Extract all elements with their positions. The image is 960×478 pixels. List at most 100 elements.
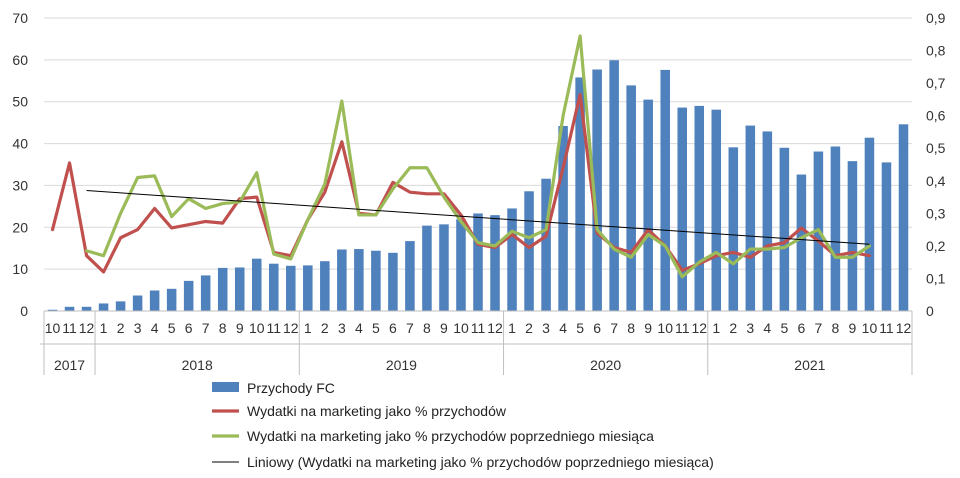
revenue-bar: [320, 261, 330, 311]
month-tick-label: 6: [389, 320, 397, 336]
revenue-bar: [524, 191, 534, 311]
revenue-bar: [779, 147, 790, 311]
revenue-bar: [200, 275, 211, 311]
y-right-tick-label: 0,5: [926, 140, 946, 156]
y-left-tick-label: 70: [12, 10, 28, 26]
revenue-bar: [388, 252, 398, 311]
axes: 0 10 20 30 40 50 60 70 0 0,1 0,2 0,3 0,4 0,5 0,6 0,7 0,8…: [12, 10, 946, 375]
revenue-bar: [490, 215, 500, 311]
revenue-bar: [149, 290, 160, 311]
year-label: 2020: [590, 357, 621, 373]
month-tick-label: 10: [657, 320, 673, 336]
month-tick-label: 5: [780, 320, 788, 336]
legend-entry-label: Wydatki na marketing jako % przychodów p…: [247, 428, 654, 444]
month-tick-label: 5: [168, 320, 176, 336]
revenue-bar: [830, 146, 841, 311]
revenue-bars: [47, 60, 909, 312]
month-tick-label: 12: [896, 320, 912, 336]
y-left-tick-label: 20: [12, 219, 28, 235]
y-left-tick-label: 0: [20, 303, 28, 319]
month-tick-label: 5: [372, 320, 380, 336]
marketing-pct-prev-month-line: [84, 34, 872, 279]
month-tick-label: 3: [134, 320, 142, 336]
revenue-bar: [660, 69, 670, 311]
year-label: 2021: [794, 357, 825, 373]
month-tick-label: 3: [542, 320, 550, 336]
y-right-tick-label: 0,3: [926, 205, 946, 221]
revenue-bar: [422, 225, 432, 311]
legend-swatch-revenue: [212, 382, 239, 392]
revenue-bar: [354, 249, 364, 311]
revenue-bar: [166, 288, 177, 311]
month-tick-label: 1: [304, 320, 312, 336]
revenue-bar: [575, 77, 585, 312]
month-tick-label: 12: [487, 320, 503, 336]
month-tick-label: 1: [100, 320, 108, 336]
month-tick-label: 11: [675, 320, 690, 336]
month-tick-label: 4: [763, 320, 771, 336]
y-left-tick-label: 40: [12, 136, 28, 152]
y-right-tick-label: 0,9: [926, 10, 946, 26]
revenue-bar: [728, 147, 739, 311]
y-left-tick-label: 30: [12, 177, 28, 193]
revenue-bar: [217, 267, 228, 311]
month-tick-label: 10: [45, 320, 61, 336]
revenue-bar: [371, 250, 381, 311]
line-series: [50, 34, 872, 279]
month-tick-label: 9: [644, 320, 652, 336]
y-right-tick-label: 0,2: [926, 238, 946, 254]
revenue-bar: [81, 306, 92, 311]
month-tick-label: 4: [355, 320, 363, 336]
month-tick-label: 12: [283, 320, 299, 336]
y-left-tick-label: 60: [12, 52, 28, 68]
revenue-bar: [234, 267, 245, 311]
year-label: 2019: [386, 357, 417, 373]
marketing-pct-line: [50, 92, 872, 274]
revenue-bar: [115, 301, 126, 311]
month-tick-label: 8: [627, 320, 635, 336]
revenue-bar: [251, 258, 262, 311]
month-tick-label: 1: [712, 320, 720, 336]
revenue-bar: [881, 162, 892, 311]
month-tick-label: 11: [266, 320, 281, 336]
revenue-bar: [64, 306, 75, 311]
month-tick-label: 7: [406, 320, 414, 336]
month-tick-label: 3: [338, 320, 346, 336]
month-tick-label: 7: [202, 320, 210, 336]
linear-trendline: [86, 190, 870, 245]
revenue-bar: [337, 249, 347, 311]
revenue-bar: [898, 124, 909, 312]
revenue-bar: [796, 174, 807, 311]
revenue-bar: [439, 224, 449, 311]
revenue-bar: [847, 161, 858, 311]
month-tick-label: 10: [453, 320, 469, 336]
revenue-bar: [473, 213, 483, 311]
month-tick-label: 2: [729, 320, 737, 336]
revenue-bar: [132, 295, 143, 311]
month-tick-label: 11: [879, 320, 894, 336]
revenue-bar: [286, 265, 296, 311]
month-tick-label: 4: [151, 320, 159, 336]
month-tick-label: 9: [236, 320, 244, 336]
revenue-bar: [643, 99, 653, 311]
year-label: 2017: [54, 357, 85, 373]
month-tick-label: 9: [440, 320, 448, 336]
month-tick-label: 9: [849, 320, 857, 336]
y-right-tick-label: 0,6: [926, 108, 946, 124]
revenue-bar: [762, 131, 773, 311]
y-right-tick-label: 0,8: [926, 43, 946, 59]
legend-entry-label: Liniowy (Wydatki na marketing jako % prz…: [247, 454, 714, 470]
y-right-tick-label: 0,7: [926, 75, 946, 91]
month-tick-label: 8: [423, 320, 431, 336]
month-tick-label: 6: [593, 320, 601, 336]
month-tick-label: 11: [471, 320, 486, 336]
revenue-bar: [677, 107, 688, 312]
month-tick-label: 2: [321, 320, 329, 336]
revenue-bar: [626, 85, 636, 311]
revenue-bar: [592, 69, 602, 311]
month-tick-label: 3: [746, 320, 754, 336]
month-tick-label: 7: [814, 320, 822, 336]
revenue-bar: [711, 109, 722, 311]
month-tick-label: 1: [508, 320, 516, 336]
